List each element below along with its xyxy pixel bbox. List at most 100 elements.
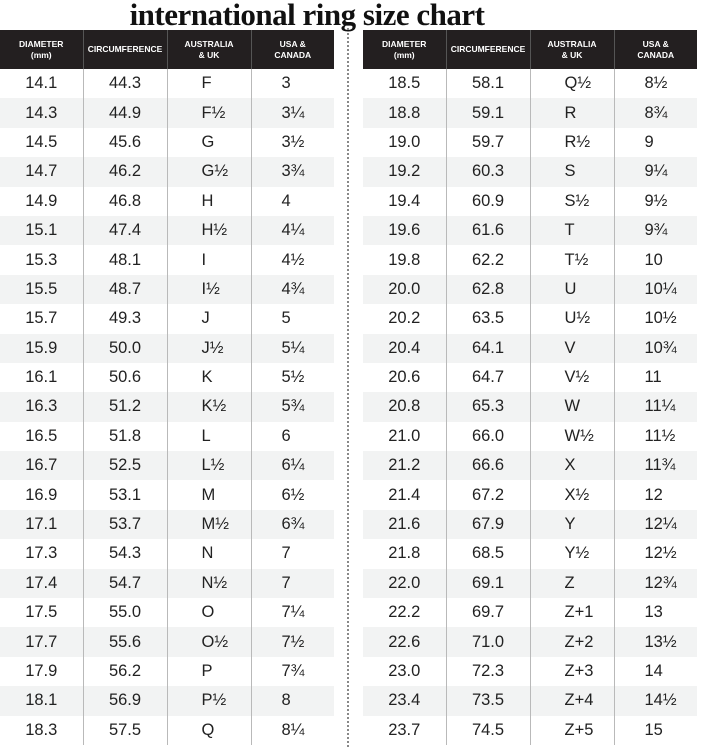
- australia-uk-size-cell: S½: [529, 186, 614, 216]
- table-row: 21.8 68.5 Y½ 12½: [363, 539, 697, 569]
- australia-uk-size-cell: P: [166, 656, 251, 687]
- diameter-cell: 19.6: [363, 215, 446, 246]
- usa-canada-size-cell: 3: [250, 69, 334, 99]
- table-row: 21.4 67.2 X½ 12: [363, 480, 697, 510]
- usa-canada-size-cell: 14½: [613, 686, 697, 716]
- table-header-row: DIAMETER (mm) CIRCUMFERENCE AUSTRALIA & UK…: [0, 30, 334, 69]
- diameter-cell: 14.9: [25, 191, 58, 210]
- header-circumference: CIRCUMFERENCE: [445, 30, 530, 69]
- header-diameter: DIAMETER (mm): [0, 30, 83, 69]
- usa-canada-size-cell: 3¾: [250, 157, 334, 187]
- circumference-cell: 63.5: [445, 304, 530, 334]
- table-row: 16.7 52.5 L½ 6¼: [0, 451, 334, 481]
- circumference-cell: 66.6: [445, 451, 530, 481]
- usa-canada-size-cell: 4¼: [250, 215, 334, 246]
- usa-canada-size-cell: 5½: [250, 362, 334, 393]
- table-row: 16.1 50.6 K 5½: [0, 362, 334, 393]
- circumference-cell: 54.3: [82, 539, 167, 569]
- usa-canada-size-cell: 8¾: [613, 98, 697, 128]
- table-row: 14.7 46.2 G½ 3¾: [0, 157, 334, 187]
- diameter-cell: 14.7: [0, 157, 83, 187]
- circumference-cell: 73.5: [445, 686, 530, 716]
- usa-canada-size-cell: 11½: [613, 421, 697, 452]
- diameter-cell: 15.3: [25, 250, 58, 269]
- table-row: 20.2 63.5 U½ 10½: [363, 304, 697, 334]
- australia-uk-size-cell: H: [166, 186, 251, 216]
- circumference-cell: 51.2: [82, 392, 167, 422]
- diameter-cell: 19.8: [388, 250, 421, 269]
- diameter-cell: 20.6: [388, 368, 421, 387]
- circumference-cell: 60.9: [445, 186, 530, 216]
- table-row: 15.9 50.0 J½ 5¼: [0, 333, 334, 363]
- usa-canada-size-cell: 11: [613, 362, 697, 393]
- circumference-cell: 59.1: [445, 98, 530, 128]
- usa-canada-size-cell: 14: [613, 656, 697, 687]
- diameter-cell: 22.6: [363, 627, 446, 657]
- diameter-cell: 15.1: [0, 215, 83, 246]
- table-row: 18.8 59.1 R 8¾: [363, 98, 697, 128]
- australia-uk-size-cell: T½: [529, 245, 614, 275]
- circumference-cell: 56.9: [82, 686, 167, 716]
- australia-uk-size-cell: O½: [166, 627, 251, 657]
- australia-uk-size-cell: K: [166, 362, 251, 393]
- diameter-cell: 17.5: [25, 603, 58, 622]
- usa-canada-size-cell: 4½: [250, 245, 334, 275]
- table-row: 17.3 54.3 N 7: [0, 539, 334, 569]
- circumference-cell: 46.2: [82, 157, 167, 187]
- australia-uk-size-cell: N½: [166, 568, 251, 599]
- usa-canada-size-cell: 6¾: [250, 509, 334, 540]
- australia-uk-size-cell: J½: [166, 333, 251, 363]
- circumference-cell: 56.2: [82, 656, 167, 687]
- table-row: 19.4 60.9 S½ 9½: [363, 186, 697, 216]
- usa-canada-size-cell: 6: [250, 421, 334, 452]
- table-row: 15.3 48.1 I 4½: [0, 245, 334, 275]
- diameter-cell: 21.8: [388, 544, 421, 563]
- table-row: 20.4 64.1 V 10¾: [363, 333, 697, 363]
- circumference-cell: 46.8: [82, 186, 167, 216]
- circumference-cell: 48.7: [82, 274, 167, 305]
- usa-canada-size-cell: 13½: [613, 627, 697, 657]
- diameter-cell: 19.4: [388, 191, 421, 210]
- usa-canada-size-cell: 4¾: [250, 274, 334, 305]
- usa-canada-size-cell: 10: [613, 245, 697, 275]
- diameter-cell: 16.7: [0, 451, 83, 481]
- diameter-cell: 21.6: [363, 509, 446, 540]
- usa-canada-size-cell: 9¼: [613, 157, 697, 187]
- table-row: 20.6 64.7 V½ 11: [363, 362, 697, 393]
- dotted-divider: [347, 28, 349, 747]
- usa-canada-size-cell: 10¼: [613, 274, 697, 305]
- australia-uk-size-cell: T: [529, 215, 614, 246]
- usa-canada-size-cell: 12: [613, 480, 697, 510]
- diameter-cell: 19.0: [388, 132, 421, 151]
- circumference-cell: 59.7: [445, 127, 530, 158]
- table-row: 20.8 65.3 W 11¼: [363, 392, 697, 422]
- header-circumference: CIRCUMFERENCE: [82, 30, 167, 69]
- table-row: 19.8 62.2 T½ 10: [363, 245, 697, 275]
- circumference-cell: 53.7: [82, 509, 167, 540]
- header-usa-canada: USA & CANADA: [250, 30, 334, 69]
- diameter-cell: 14.1: [25, 74, 58, 93]
- circumference-cell: 55.6: [82, 627, 167, 657]
- diameter-cell: 18.1: [0, 686, 83, 716]
- table-row: 15.1 47.4 H½ 4¼: [0, 215, 334, 246]
- circumference-cell: 49.3: [82, 304, 167, 334]
- diameter-cell: 23.0: [388, 662, 421, 680]
- diameter-cell: 17.1: [0, 509, 83, 540]
- diameter-cell: 16.3: [0, 392, 83, 422]
- australia-uk-size-cell: W: [529, 392, 614, 422]
- table-row: 18.3 57.5 Q 8¼: [0, 715, 334, 745]
- table-row: 17.5 55.0 O 7¼: [0, 598, 334, 628]
- table-row: 23.7 74.5 Z+5 15: [363, 715, 697, 745]
- australia-uk-size-cell: Y½: [529, 539, 614, 569]
- table-row: 19.6 61.6 T 9¾: [363, 215, 697, 246]
- table-row: 21.6 67.9 Y 12¼: [363, 509, 697, 540]
- australia-uk-size-cell: R: [529, 98, 614, 128]
- australia-uk-size-cell: G½: [166, 157, 251, 187]
- diameter-cell: 20.2: [388, 309, 421, 328]
- australia-uk-size-cell: R½: [529, 127, 614, 158]
- australia-uk-size-cell: F½: [166, 98, 251, 128]
- circumference-cell: 57.5: [82, 715, 167, 745]
- usa-canada-size-cell: 10½: [613, 304, 697, 334]
- circumference-cell: 62.8: [445, 274, 530, 305]
- circumference-cell: 74.5: [445, 715, 530, 745]
